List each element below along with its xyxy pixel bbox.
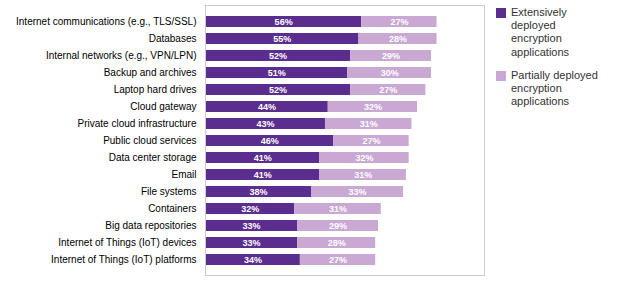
svg-text:28%: 28%: [328, 238, 346, 248]
svg-text:32%: 32%: [241, 204, 259, 214]
svg-text:33%: 33%: [349, 187, 367, 197]
svg-text:55%: 55%: [273, 34, 291, 44]
svg-text:Laptop hard drives: Laptop hard drives: [114, 84, 197, 95]
svg-text:27%: 27%: [329, 255, 347, 265]
svg-text:Databases: Databases: [149, 33, 197, 44]
svg-text:29%: 29%: [329, 221, 347, 231]
svg-text:Data center storage: Data center storage: [109, 152, 197, 163]
svg-text:30%: 30%: [381, 68, 399, 78]
svg-text:31%: 31%: [360, 119, 378, 129]
svg-text:52%: 52%: [269, 51, 287, 61]
svg-text:File systems: File systems: [141, 186, 197, 197]
svg-text:28%: 28%: [389, 34, 407, 44]
svg-text:Big data repositories: Big data repositories: [105, 220, 196, 231]
svg-text:27%: 27%: [379, 85, 397, 95]
svg-text:Internet of Things (IoT) platf: Internet of Things (IoT) platforms: [51, 254, 196, 265]
svg-text:33%: 33%: [243, 238, 261, 248]
svg-text:44%: 44%: [258, 102, 276, 112]
svg-text:52%: 52%: [269, 85, 287, 95]
html-text:Extensively deployed encryptio: Extensively deployed encryption applicat…: [511, 6, 570, 58]
svg-text:Internet of Things (IoT) devic: Internet of Things (IoT) devices: [58, 237, 196, 248]
svg-text:Containers: Containers: [148, 203, 196, 214]
svg-text:41%: 41%: [254, 170, 272, 180]
svg-text:34%: 34%: [244, 255, 262, 265]
html-text:Partially deployed encryption: Partially deployed encryption applicatio…: [511, 68, 598, 108]
svg-text:31%: 31%: [329, 204, 347, 214]
svg-text:27%: 27%: [362, 136, 380, 146]
svg-text:38%: 38%: [250, 187, 268, 197]
svg-text:Public cloud services: Public cloud services: [103, 135, 196, 146]
svg-text:51%: 51%: [268, 68, 286, 78]
svg-text:56%: 56%: [275, 17, 293, 27]
svg-text:27%: 27%: [390, 17, 408, 27]
svg-text:Private cloud infrastructure: Private cloud infrastructure: [78, 118, 197, 129]
svg-text:33%: 33%: [243, 221, 261, 231]
svg-text:43%: 43%: [256, 119, 274, 129]
svg-text:Internal networks (e.g., VPN/L: Internal networks (e.g., VPN/LPN): [46, 50, 197, 61]
svg-text:Internet communications (e.g.,: Internet communications (e.g., TLS/SSL): [16, 16, 196, 27]
svg-text:31%: 31%: [354, 170, 372, 180]
svg-text:41%: 41%: [254, 153, 272, 163]
svg-text:29%: 29%: [382, 51, 400, 61]
svg-text:Cloud gateway: Cloud gateway: [130, 101, 196, 112]
svg-text:Backup and archives: Backup and archives: [104, 67, 197, 78]
svg-text:Email: Email: [171, 169, 196, 180]
svg-text:32%: 32%: [356, 153, 374, 163]
svg-text:46%: 46%: [261, 136, 279, 146]
svg-text:32%: 32%: [364, 102, 382, 112]
